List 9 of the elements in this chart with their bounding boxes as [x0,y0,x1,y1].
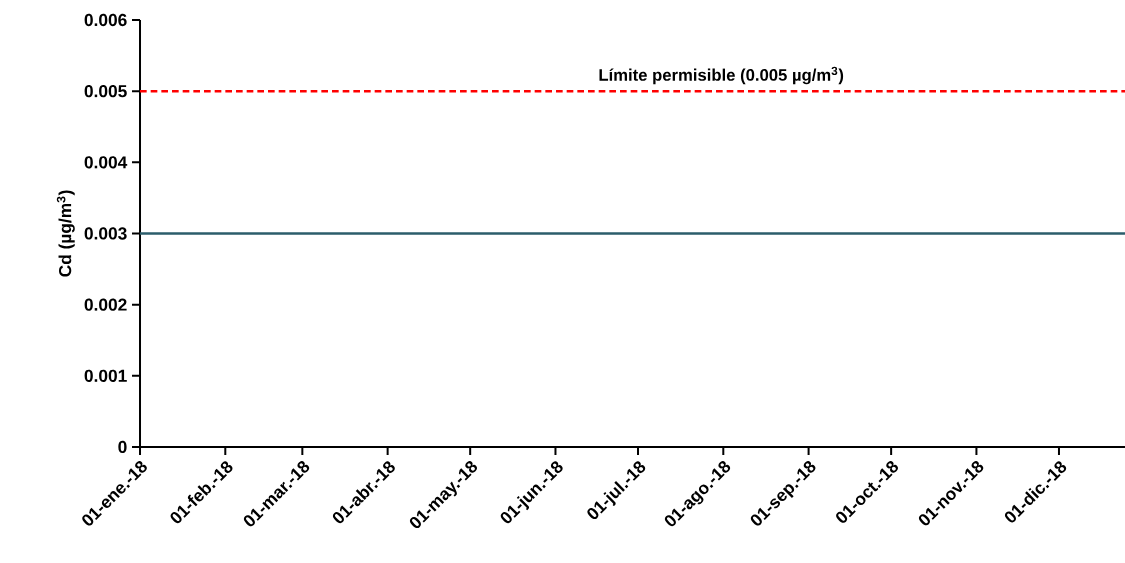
y-axis-title: Cd (µg/m$^{3}$) [56,190,75,277]
y-tick-label: 0.006 [84,13,127,27]
y-tick-label: 0.004 [84,156,128,169]
y-tick-label: 0.005 [84,85,127,98]
ref-line-label: Límite permisible (0.005 µg/m$^{3}$) [599,66,844,85]
y-tick-label: 0 [118,440,127,454]
y-tick-label: 0.003 [84,227,127,240]
y-tick-label: 0.001 [84,369,127,382]
y-tick-label: 0.002 [84,298,127,311]
